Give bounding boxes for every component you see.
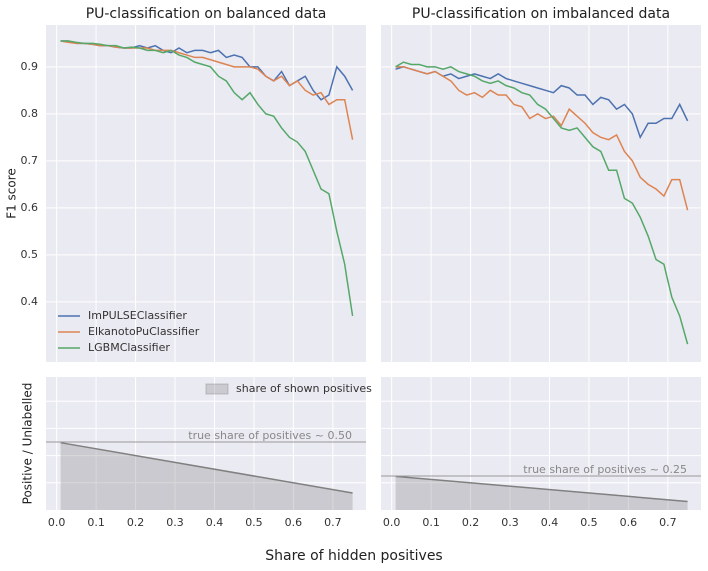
x-tick-label: 0.4: [206, 516, 224, 529]
line: [395, 66, 689, 211]
x-tick-label: 0.3: [501, 516, 519, 529]
y-tick-label: 0.6: [21, 201, 39, 214]
chart-title: PU-classification on balanced data: [86, 6, 327, 22]
area: [395, 476, 688, 510]
chart-title: PU-classification on imbalanced data: [412, 6, 670, 22]
area-edge: [60, 441, 353, 494]
x-tick-label: 0.5: [580, 516, 598, 529]
legend-label: share of shown positives: [236, 382, 372, 395]
x-tick-label: 0.2: [462, 516, 480, 529]
annotation: true share of positives ~ 0.50: [188, 429, 352, 442]
x-tick-label: 0.1: [87, 516, 105, 529]
line: [395, 61, 689, 345]
x-tick-label: 0.0: [383, 516, 401, 529]
legend-label: ImPULSEClassifier: [88, 309, 187, 322]
x-axis-label: Share of hidden positives: [265, 548, 442, 564]
legend-label: LGBMClassifier: [88, 341, 170, 354]
x-tick-label: 0.5: [245, 516, 263, 529]
y-tick-label: 0.7: [21, 154, 39, 167]
x-tick-label: 0.7: [659, 516, 677, 529]
x-tick-label: 0.4: [541, 516, 559, 529]
annotation: true share of positives ~ 0.25: [523, 463, 687, 476]
y-axis-label: F1 score: [5, 168, 19, 219]
x-tick-label: 0.2: [127, 516, 145, 529]
y-tick-label: 0.5: [21, 248, 39, 261]
y-axis-label: Positive / Unlabelled: [21, 383, 35, 505]
y-tick-label: 0.9: [21, 60, 39, 73]
y-tick-label: 0.8: [21, 107, 39, 120]
plot-area: [381, 25, 701, 362]
line: [395, 66, 689, 140]
area: [60, 442, 353, 510]
legend-swatch: [205, 383, 229, 395]
legend-label: ElkanotoPuClassifier: [88, 325, 200, 338]
line: [60, 40, 354, 317]
plot-area: [46, 377, 366, 510]
x-tick-label: 0.6: [620, 516, 638, 529]
plot-area: [381, 377, 701, 510]
x-tick-label: 0.0: [48, 516, 66, 529]
x-tick-label: 0.7: [324, 516, 342, 529]
y-tick-label: 0.4: [21, 295, 39, 308]
x-tick-label: 0.1: [422, 516, 440, 529]
plot-area: [46, 25, 366, 362]
x-tick-label: 0.6: [285, 516, 303, 529]
x-tick-label: 0.3: [166, 516, 184, 529]
area-edge: [395, 475, 688, 503]
